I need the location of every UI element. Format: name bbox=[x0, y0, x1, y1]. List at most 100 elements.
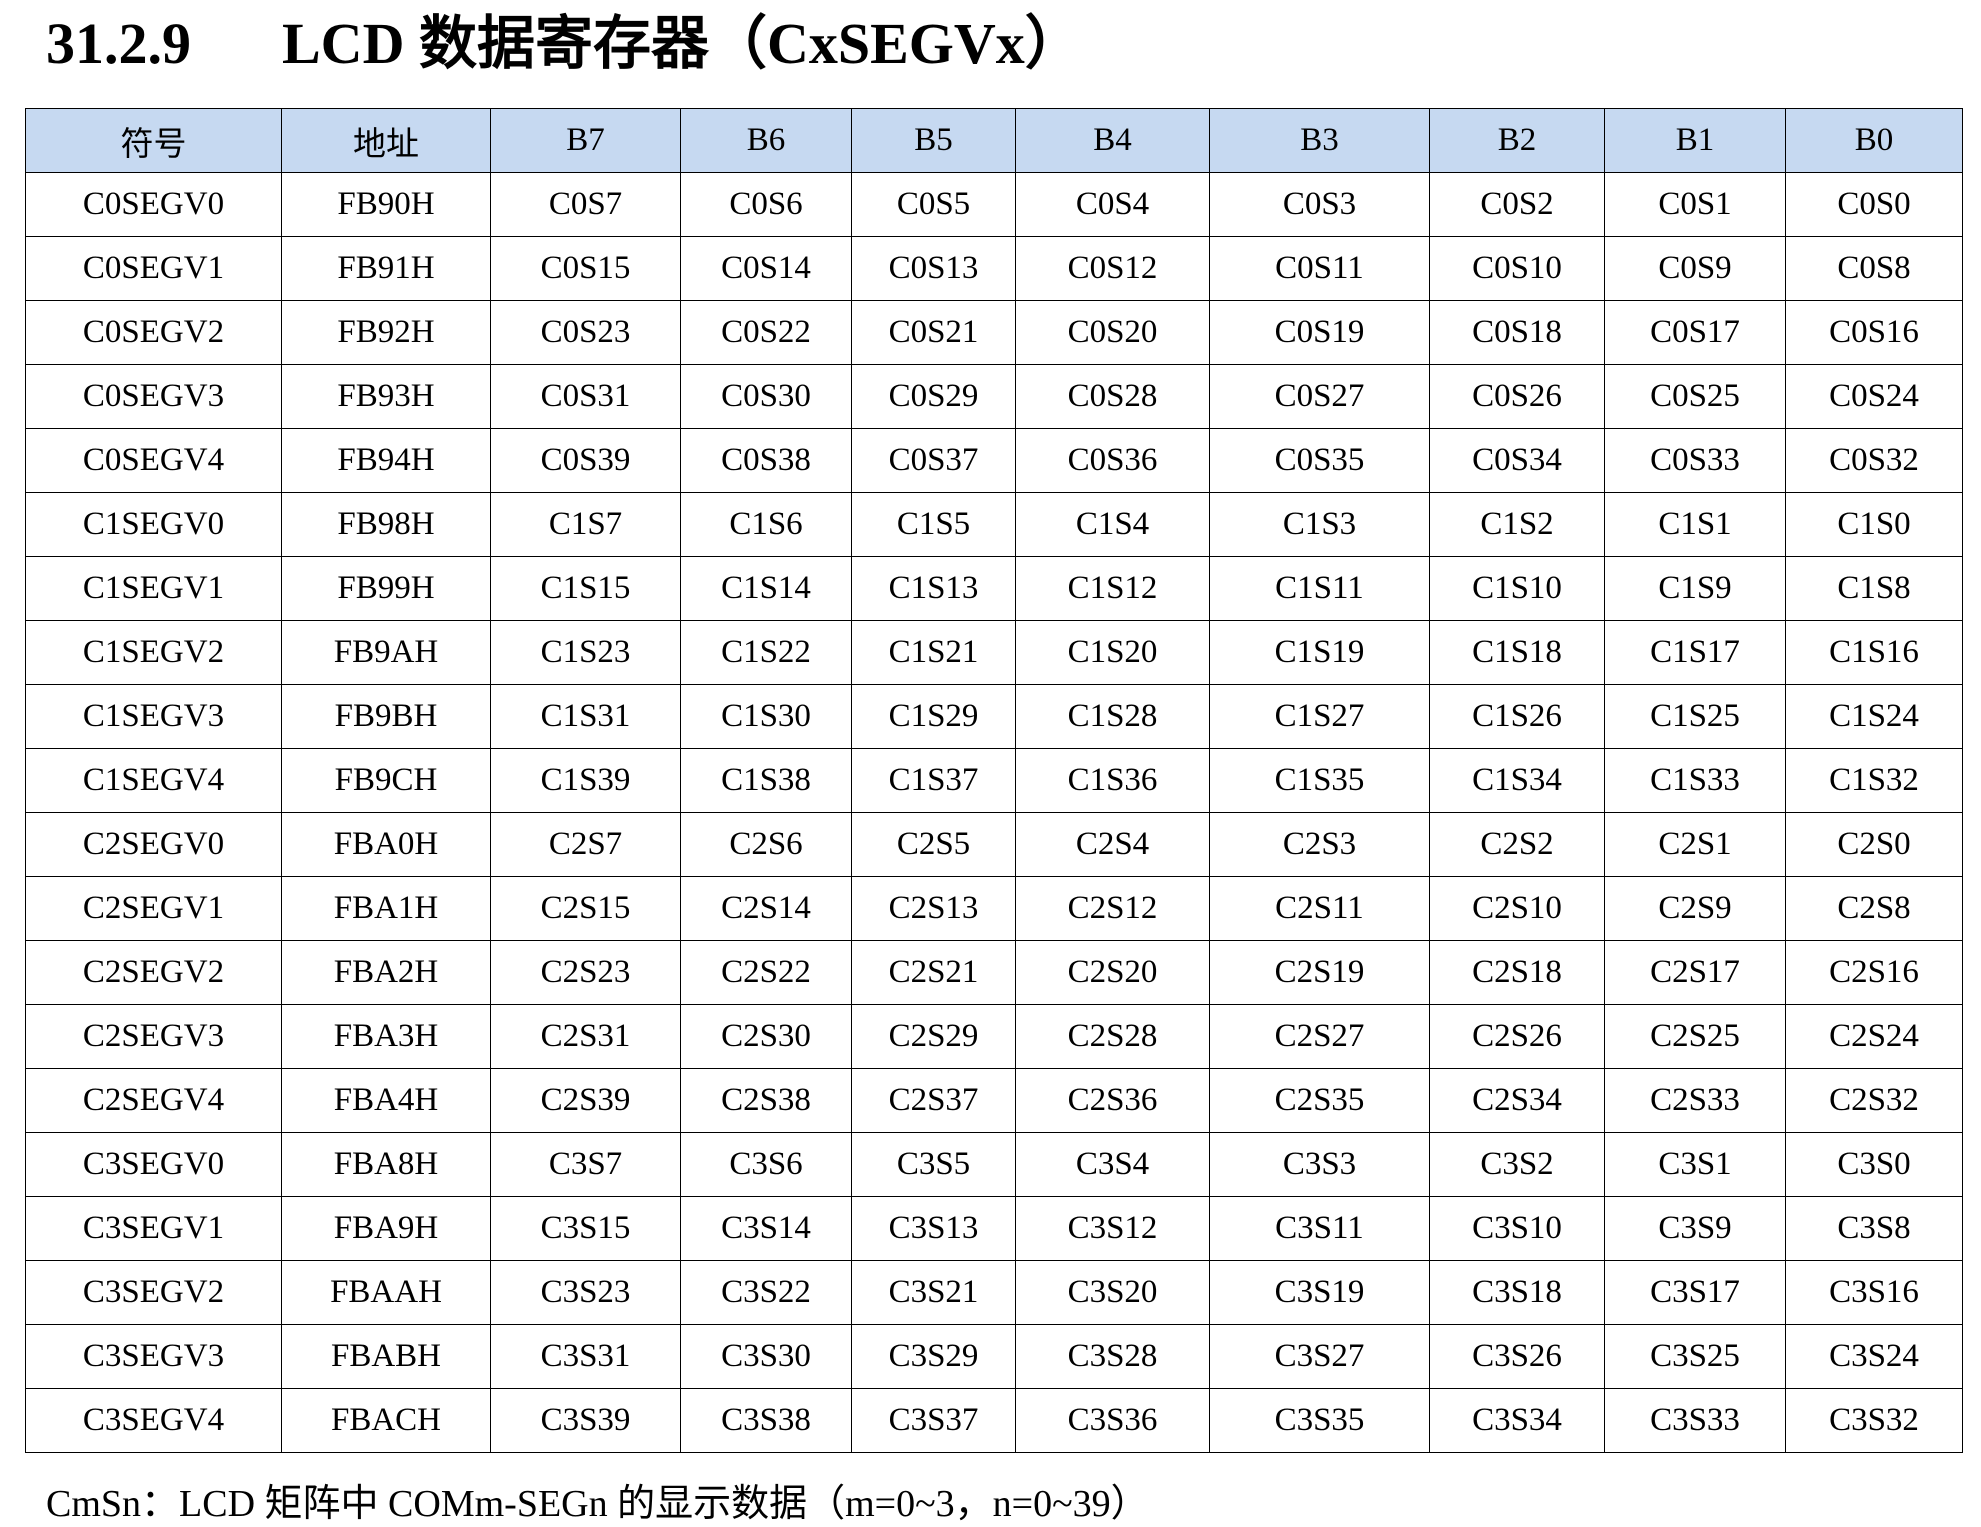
table-cell: C2S19 bbox=[1209, 940, 1430, 1005]
section-heading: 31.2.9 LCD 数据寄存器（CxSEGVx） bbox=[46, 6, 1083, 82]
table-cell: C0S6 bbox=[680, 172, 852, 237]
table-cell: C2S25 bbox=[1604, 1004, 1786, 1069]
table-cell: C1SEGV2 bbox=[25, 620, 282, 685]
table-cell: FBA9H bbox=[281, 1196, 491, 1261]
table-cell: C2S0 bbox=[1785, 812, 1963, 877]
table-cell: C0SEGV0 bbox=[25, 172, 282, 237]
table-row: C3SEGV3 FBABH C3S31 C3S30 C3S29 C3S28 C3S27 C3S… bbox=[25, 1324, 1963, 1389]
table-cell: C0S18 bbox=[1429, 300, 1605, 365]
table-cell: C2S7 bbox=[490, 812, 681, 877]
table-cell: FBA2H bbox=[281, 940, 491, 1005]
table-cell: C2SEGV0 bbox=[25, 812, 282, 877]
table-cell: C3S15 bbox=[490, 1196, 681, 1261]
table-cell: C3S30 bbox=[680, 1324, 852, 1389]
table-cell: C0S15 bbox=[490, 236, 681, 301]
table-cell: C0S20 bbox=[1015, 300, 1210, 365]
table-cell: C0S32 bbox=[1785, 428, 1963, 493]
table-cell: C0S0 bbox=[1785, 172, 1963, 237]
table-cell: C3S31 bbox=[490, 1324, 681, 1389]
table-cell: C1SEGV1 bbox=[25, 556, 282, 621]
table-row: C0SEGV2 FB92H C0S23 C0S22 C0S21 C0S20 C0S19 C0S… bbox=[25, 300, 1963, 365]
table-cell: C3S39 bbox=[490, 1388, 681, 1453]
table-cell: C1S12 bbox=[1015, 556, 1210, 621]
table-cell: C0S38 bbox=[680, 428, 852, 493]
table-cell: C3S24 bbox=[1785, 1324, 1963, 1389]
table-row: C3SEGV2 FBAAH C3S23 C3S22 C3S21 C3S20 C3S19 C3S… bbox=[25, 1260, 1963, 1325]
table-cell: C0S1 bbox=[1604, 172, 1786, 237]
table-cell: C3S18 bbox=[1429, 1260, 1605, 1325]
table-cell: C0S12 bbox=[1015, 236, 1210, 301]
table-cell: C0S3 bbox=[1209, 172, 1430, 237]
table-row: C1SEGV2 FB9AH C1S23 C1S22 C1S21 C1S20 C1S19 C1S… bbox=[25, 620, 1963, 685]
table-cell: C3S6 bbox=[680, 1132, 852, 1197]
table-cell: C2S34 bbox=[1429, 1068, 1605, 1133]
table-cell: C1S5 bbox=[851, 492, 1016, 557]
table-cell: C1S7 bbox=[490, 492, 681, 557]
table-cell: C1S9 bbox=[1604, 556, 1786, 621]
table-cell: C3S20 bbox=[1015, 1260, 1210, 1325]
table-cell: C0S7 bbox=[490, 172, 681, 237]
table-cell: C2S6 bbox=[680, 812, 852, 877]
table-row: C2SEGV3 FBA3H C2S31 C2S30 C2S29 C2S28 C2S27 C2S… bbox=[25, 1004, 1963, 1069]
table-cell: C2S3 bbox=[1209, 812, 1430, 877]
table-row: C3SEGV4 FBACH C3S39 C3S38 C3S37 C3S36 C3S35 C3S… bbox=[25, 1388, 1963, 1453]
header-cell: B2 bbox=[1429, 108, 1605, 173]
header-cell: B7 bbox=[490, 108, 681, 173]
table-cell: C0S23 bbox=[490, 300, 681, 365]
table-cell: C2S9 bbox=[1604, 876, 1786, 941]
table-cell: C3S35 bbox=[1209, 1388, 1430, 1453]
table-cell: C0S14 bbox=[680, 236, 852, 301]
table-cell: C2SEGV1 bbox=[25, 876, 282, 941]
table-cell: C2S31 bbox=[490, 1004, 681, 1069]
table-cell: C2S32 bbox=[1785, 1068, 1963, 1133]
table-cell: C2S2 bbox=[1429, 812, 1605, 877]
table-cell: C1S39 bbox=[490, 748, 681, 813]
table-cell: C3S14 bbox=[680, 1196, 852, 1261]
table-header: 符号 地址 B7 B6 B5 B4 B3 B2 B1 B0 bbox=[25, 108, 1963, 173]
table-cell: C1S14 bbox=[680, 556, 852, 621]
table-cell: C3S7 bbox=[490, 1132, 681, 1197]
table-cell: C3S11 bbox=[1209, 1196, 1430, 1261]
table-cell: C2S1 bbox=[1604, 812, 1786, 877]
table-cell: C2S14 bbox=[680, 876, 852, 941]
table-row: C2SEGV2 FBA2H C2S23 C2S22 C2S21 C2S20 C2S19 C2S… bbox=[25, 940, 1963, 1005]
table-row: C2SEGV4 FBA4H C2S39 C2S38 C2S37 C2S36 C2S35 C2S… bbox=[25, 1068, 1963, 1133]
table-cell: FBA0H bbox=[281, 812, 491, 877]
table-cell: C2SEGV3 bbox=[25, 1004, 282, 1069]
table-cell: C1S22 bbox=[680, 620, 852, 685]
table-row: C1SEGV3 FB9BH C1S31 C1S30 C1S29 C1S28 C1S27 C1S… bbox=[25, 684, 1963, 749]
table-cell: FB99H bbox=[281, 556, 491, 621]
table-cell: C2S39 bbox=[490, 1068, 681, 1133]
table-cell: C3S19 bbox=[1209, 1260, 1430, 1325]
table-cell: C1S2 bbox=[1429, 492, 1605, 557]
table-cell: C3S3 bbox=[1209, 1132, 1430, 1197]
table-cell: C0S25 bbox=[1604, 364, 1786, 429]
table-cell: C0S29 bbox=[851, 364, 1016, 429]
header-cell: B0 bbox=[1785, 108, 1963, 173]
table-cell: C0SEGV1 bbox=[25, 236, 282, 301]
table-cell: FB9CH bbox=[281, 748, 491, 813]
table-cell: C3S13 bbox=[851, 1196, 1016, 1261]
table-cell: C3S33 bbox=[1604, 1388, 1786, 1453]
table-cell: C1S1 bbox=[1604, 492, 1786, 557]
table-cell: C1SEGV0 bbox=[25, 492, 282, 557]
section-title: LCD 数据寄存器（CxSEGVx） bbox=[282, 11, 1083, 76]
table-cell: C1S20 bbox=[1015, 620, 1210, 685]
table-cell: FB94H bbox=[281, 428, 491, 493]
table-cell: C3S32 bbox=[1785, 1388, 1963, 1453]
table-cell: C0S27 bbox=[1209, 364, 1430, 429]
table-cell: C2S5 bbox=[851, 812, 1016, 877]
table-cell: C0S21 bbox=[851, 300, 1016, 365]
table-cell: FB98H bbox=[281, 492, 491, 557]
table-cell: C2S12 bbox=[1015, 876, 1210, 941]
table-cell: C1S29 bbox=[851, 684, 1016, 749]
table-row: C0SEGV0 FB90H C0S7 C0S6 C0S5 C0S4 C0S3 C0S2 C0S1… bbox=[25, 172, 1963, 237]
table-cell: C1S38 bbox=[680, 748, 852, 813]
table-cell: C3S8 bbox=[1785, 1196, 1963, 1261]
table-cell: C1S24 bbox=[1785, 684, 1963, 749]
register-table: 符号 地址 B7 B6 B5 B4 B3 B2 B1 B0 C0SEGV0 FB90H C0S7 C0S… bbox=[25, 108, 1963, 1453]
table-cell: FB92H bbox=[281, 300, 491, 365]
table-cell: FB90H bbox=[281, 172, 491, 237]
table-cell: C3S28 bbox=[1015, 1324, 1210, 1389]
